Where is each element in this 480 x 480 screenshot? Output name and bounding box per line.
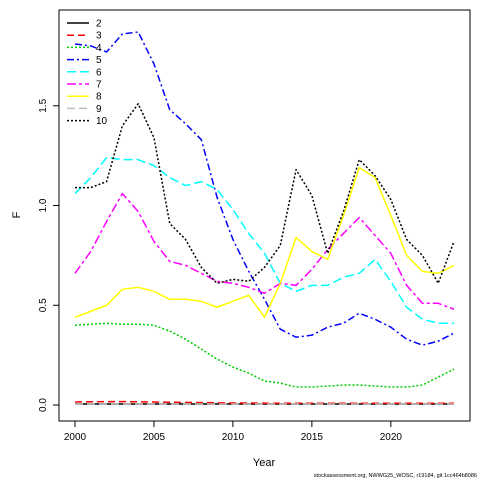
x-tick-label-2020: 2020 [380,432,403,443]
legend-label-2: 2 [96,19,102,30]
x-tick-label-2000: 2000 [64,432,87,443]
y-tick-label-2: 1.0 [38,198,49,212]
footer-source: stockassessment.org, NWWG25_WOSC, r19184… [314,473,477,479]
legend-label-9: 9 [96,104,102,115]
series-line-5 [74,31,455,346]
legend-label-10: 10 [96,116,108,127]
series-line-7 [74,192,455,310]
series-line-10 [75,103,455,285]
x-axis-title: Year [253,457,276,469]
y-tick-label-1: 0.5 [38,298,49,312]
series-line-6 [74,156,454,324]
y-tick-label-0: 0.0 [38,398,49,412]
legend-label-3: 3 [96,31,102,42]
y-axis-title: F [11,211,23,218]
series-layer [74,31,455,405]
legend-label-4: 4 [96,43,102,54]
series-line-8 [74,166,455,318]
x-tick-label-2015: 2015 [301,432,324,443]
series-line-3 [74,400,454,404]
legend-label-8: 8 [96,92,102,103]
x-tick-label-2010: 2010 [222,432,245,443]
legend-label-6: 6 [96,67,102,78]
y-axis: 0.0 0.5 1.0 1.5 [38,98,60,412]
y-tick-label-3: 1.5 [38,98,49,112]
legend-label-5: 5 [96,55,102,66]
legend-label-7: 7 [96,80,102,91]
x-axis: 2000 2005 2010 2015 2020 [64,420,403,443]
x-tick-label-2005: 2005 [143,432,166,443]
